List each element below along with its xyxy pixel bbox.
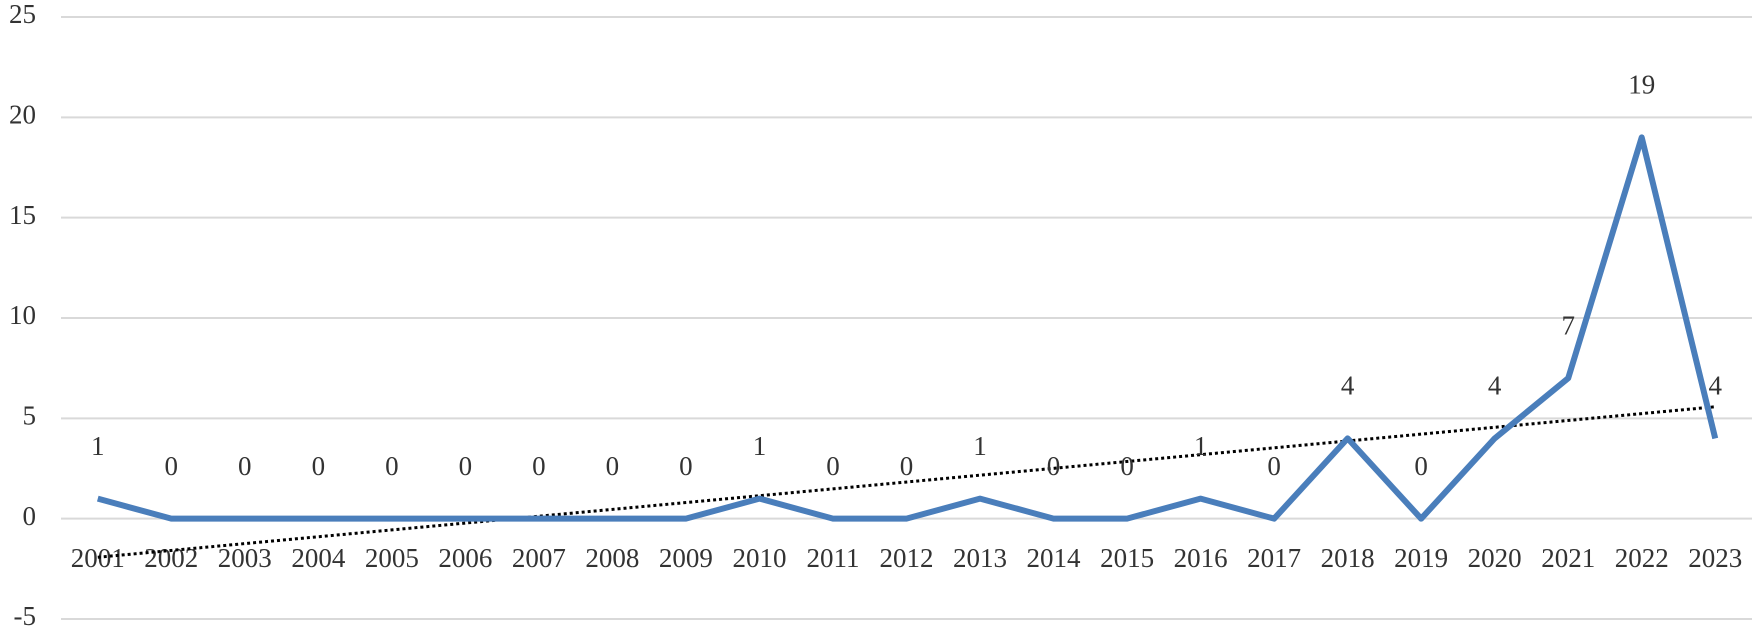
data-label: 1	[973, 431, 987, 461]
data-label: 19	[1628, 70, 1655, 100]
data-label: 4	[1488, 371, 1502, 401]
x-tick-label: 2011	[806, 543, 859, 573]
data-label: 0	[459, 451, 473, 481]
data-label: 0	[900, 451, 914, 481]
y-tick-label: 10	[9, 300, 36, 330]
x-tick-label: 2014	[1027, 543, 1082, 573]
data-label: 0	[1047, 451, 1061, 481]
x-tick-label: 2009	[659, 543, 713, 573]
data-label: 0	[238, 451, 252, 481]
x-tick-label: 2007	[512, 543, 566, 573]
data-label: 0	[532, 451, 546, 481]
x-tick-label: 2010	[732, 543, 786, 573]
x-tick-label: 2021	[1541, 543, 1595, 573]
x-tick-label: 2016	[1174, 543, 1228, 573]
x-tick-label: 2015	[1100, 543, 1154, 573]
x-tick-label: 2006	[438, 543, 492, 573]
data-label: 4	[1708, 371, 1722, 401]
series-line	[96, 134, 1719, 522]
y-tick-label: -5	[14, 601, 37, 631]
x-tick-label: 2019	[1394, 543, 1448, 573]
data-label: 0	[165, 451, 179, 481]
x-tick-label: 2018	[1321, 543, 1375, 573]
y-tick-label: 15	[9, 200, 36, 230]
data-label: 0	[826, 451, 840, 481]
trendline	[97, 405, 1716, 559]
x-tick-label: 2004	[291, 543, 346, 573]
x-tick-label: 2017	[1247, 543, 1301, 573]
data-label: 0	[1267, 451, 1281, 481]
x-tick-label: 2020	[1468, 543, 1522, 573]
data-label: 4	[1341, 371, 1355, 401]
data-label: 1	[1194, 431, 1208, 461]
y-tick-label: 25	[9, 0, 36, 29]
data-label: 0	[312, 451, 326, 481]
data-label: 0	[385, 451, 399, 481]
x-tick-label: 2022	[1615, 543, 1669, 573]
y-tick-label: 0	[23, 501, 37, 531]
data-label: 7	[1561, 310, 1575, 340]
x-tick-label: 2013	[953, 543, 1007, 573]
data-label: 0	[1120, 451, 1134, 481]
y-tick-label: 20	[9, 100, 36, 130]
x-tick-label: 2012	[880, 543, 934, 573]
x-tick-label: 2005	[365, 543, 419, 573]
y-tick-label: 5	[23, 401, 37, 431]
data-label: 1	[753, 431, 767, 461]
x-tick-label: 2008	[585, 543, 639, 573]
data-label: 1	[91, 431, 105, 461]
data-label: 0	[606, 451, 620, 481]
x-tick-label: 2003	[218, 543, 272, 573]
data-label: 0	[679, 451, 693, 481]
x-tick-label: 2001	[71, 543, 125, 573]
data-label: 0	[1414, 451, 1428, 481]
x-tick-label: 2023	[1688, 543, 1742, 573]
